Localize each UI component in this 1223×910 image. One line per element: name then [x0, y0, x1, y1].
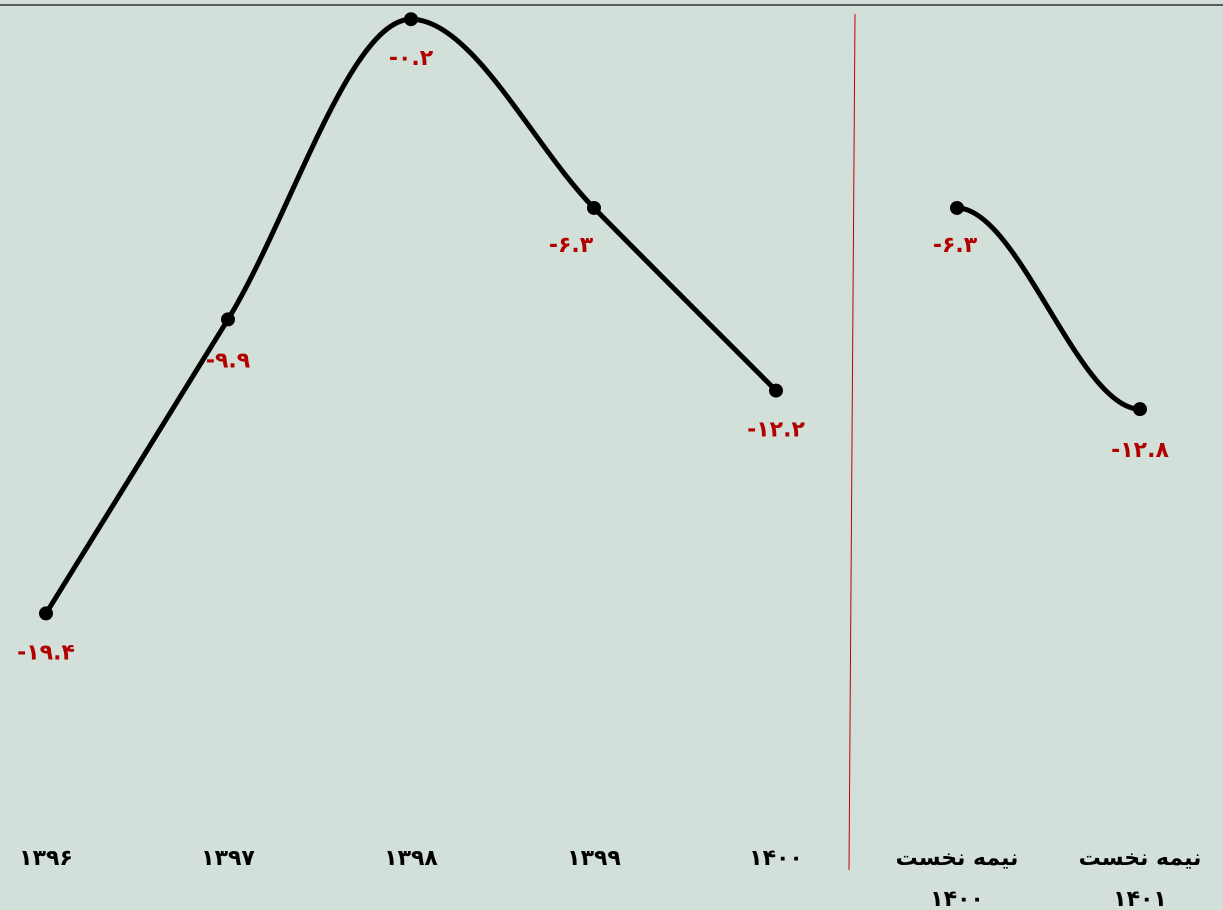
data-label: -۶.۳: [933, 233, 978, 258]
ticks-layer: ۱۳۹۶ ۱۳۹۷ ۱۳۹۸ ۱۳۹۹ ۱۴۰۰ نیمه نخست ۱۴۰۰ نیمه نخ…: [19, 846, 1201, 910]
x-tick-label: ۱۳۹۸: [384, 846, 438, 871]
data-label: -۰.۲: [389, 46, 434, 71]
data-label: -۹.۹: [206, 348, 250, 373]
data-point: [1133, 402, 1147, 417]
section-separator: [848, 13, 856, 871]
labels-layer: -۱۹.۴ -۹.۹ -۰.۲ -۶.۳ -۱۲.۲ -۶.۳ -۱۲.۸: [17, 46, 1169, 665]
x-tick-label: نیمه نخست: [896, 846, 1019, 871]
x-tick-label: نیمه نخست: [1079, 846, 1202, 871]
x-tick-label: ۱۳۹۶: [19, 846, 73, 871]
x-tick-label: ۱۴۰۰: [749, 846, 803, 871]
points-layer: [39, 12, 1147, 621]
x-tick-label: ۱۴۰۰: [930, 887, 984, 910]
data-point: [404, 12, 418, 27]
series-line-1: [43, 16, 779, 616]
data-label: -۶.۳: [549, 233, 594, 258]
data-label: -۱۲.۸: [1111, 438, 1169, 463]
data-label: -۱۹.۴: [17, 640, 75, 665]
data-label: -۱۲.۲: [747, 418, 805, 443]
lines-layer: [43, 16, 1143, 616]
data-point: [769, 383, 783, 398]
x-tick-label: ۱۴۰۱: [1113, 887, 1167, 910]
data-point: [587, 200, 601, 215]
data-point: [39, 606, 53, 621]
data-point: [221, 312, 235, 327]
x-tick-label: ۱۳۹۹: [567, 846, 621, 871]
x-tick-label: ۱۳۹۷: [201, 846, 255, 871]
series-line-2: [954, 205, 1143, 412]
data-point: [950, 200, 964, 215]
